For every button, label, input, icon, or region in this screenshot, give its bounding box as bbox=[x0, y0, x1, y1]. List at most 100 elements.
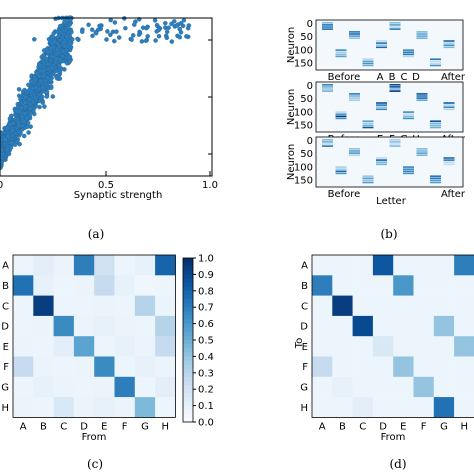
colorbar-step bbox=[183, 262, 193, 267]
heatmap-cell bbox=[454, 275, 474, 296]
scatter-point bbox=[40, 100, 45, 105]
scatter-point bbox=[7, 116, 13, 121]
raster-spike bbox=[322, 139, 333, 141]
raster-spike bbox=[416, 37, 428, 39]
heatmap-cell bbox=[372, 356, 394, 378]
heatmap-cell bbox=[393, 376, 414, 398]
raster-spike bbox=[430, 175, 441, 177]
scatter-point bbox=[0, 159, 3, 165]
scatter-point bbox=[156, 33, 162, 39]
scatter-point bbox=[105, 29, 110, 34]
heatmap-cell bbox=[352, 356, 374, 378]
scatter-point bbox=[164, 29, 170, 35]
scatter-point bbox=[79, 29, 85, 34]
raster-spike bbox=[389, 88, 401, 90]
scatter-point bbox=[37, 104, 42, 110]
scatter-point bbox=[70, 37, 75, 42]
heatmap-cell bbox=[13, 336, 34, 357]
heatmap-cell bbox=[94, 397, 115, 418]
colorbar-step bbox=[183, 397, 193, 402]
colorbar-step bbox=[183, 315, 193, 320]
scatter-point bbox=[153, 38, 158, 43]
colorbar-tick-label: 0.8 bbox=[198, 286, 214, 297]
scatter-xtick-label: 0.5 bbox=[98, 180, 114, 191]
raster-spike bbox=[403, 113, 414, 115]
caption-a: (a) bbox=[88, 227, 105, 241]
raster-spike bbox=[376, 106, 387, 108]
raster-spike bbox=[403, 172, 414, 175]
heatmap-ytick-label: G bbox=[1, 382, 9, 393]
raster-spike bbox=[416, 95, 428, 97]
scatter-point bbox=[48, 46, 54, 51]
scatter-point bbox=[28, 106, 33, 111]
heatmap-cell bbox=[332, 336, 353, 357]
scatter-point bbox=[44, 89, 50, 95]
raster-spike bbox=[335, 49, 347, 51]
raster-spike bbox=[349, 97, 360, 99]
heatmap-ytick-label: H bbox=[1, 403, 9, 414]
heatmap-cell bbox=[114, 356, 136, 378]
colorbar-step bbox=[183, 417, 193, 423]
raster-ytick-label: 150 bbox=[294, 120, 313, 131]
scatter-point bbox=[57, 29, 63, 35]
colorbar-step bbox=[183, 274, 193, 279]
raster-spike bbox=[376, 161, 387, 163]
raster-letter-label: B bbox=[389, 72, 396, 83]
panel-a: 0 0.5 1.0 Synaptic strength (a) bbox=[0, 15, 218, 241]
raster-spike bbox=[376, 46, 387, 49]
scatter-point bbox=[30, 99, 36, 105]
scatter-point bbox=[5, 147, 10, 153]
raster-ytick-label: 150 bbox=[294, 58, 313, 69]
raster-spike bbox=[335, 117, 347, 120]
scatter-point bbox=[174, 23, 179, 28]
heatmap-cell bbox=[13, 275, 34, 296]
raster-spike bbox=[322, 90, 333, 92]
colorbar-step bbox=[183, 389, 193, 394]
scatter-point bbox=[144, 25, 149, 31]
heatmap-cell bbox=[372, 397, 394, 418]
heatmap-cell bbox=[352, 315, 374, 337]
raster-ytick-label: 100 bbox=[294, 45, 313, 56]
raster-spike bbox=[349, 150, 360, 152]
raster-spike bbox=[362, 124, 374, 127]
raster-spike bbox=[443, 102, 455, 104]
colorbar-step bbox=[183, 356, 193, 361]
raster-frame bbox=[315, 136, 464, 188]
raster-spike bbox=[389, 84, 401, 86]
scatter-point bbox=[54, 51, 59, 57]
raster-spike bbox=[322, 28, 333, 30]
scatter-point bbox=[16, 87, 22, 92]
scatter-point bbox=[185, 25, 191, 31]
heatmap-cell bbox=[312, 275, 333, 296]
heatmap-cell bbox=[134, 315, 156, 337]
raster-spike bbox=[376, 108, 387, 111]
heatmap-xtick-label: D bbox=[80, 421, 88, 432]
heatmap-cell bbox=[413, 295, 435, 317]
heatmap-ytick-label: C bbox=[301, 301, 308, 312]
scatter-point bbox=[26, 130, 31, 135]
scatter-point bbox=[27, 97, 32, 102]
raster-spike bbox=[416, 35, 428, 37]
raster-spike bbox=[389, 28, 401, 30]
heatmap-xtick-label: B bbox=[339, 421, 346, 432]
heatmap-cell bbox=[33, 275, 54, 296]
heatmap-cell bbox=[73, 336, 95, 357]
raster-ylabel: Neuron bbox=[286, 144, 297, 180]
raster-spike bbox=[349, 93, 360, 95]
raster-spike bbox=[443, 104, 455, 106]
heatmap-cell bbox=[454, 295, 474, 317]
colorbar-step bbox=[183, 376, 193, 382]
scatter-point bbox=[56, 33, 61, 39]
heatmap-cell bbox=[114, 255, 136, 276]
scatter-points bbox=[0, 15, 192, 171]
heatmap-ytick-label: B bbox=[2, 281, 9, 292]
raster-ytick-label: 50 bbox=[300, 149, 313, 160]
heatmap-cell bbox=[13, 356, 34, 378]
heatmap-cell bbox=[155, 356, 176, 378]
colorbar-step bbox=[183, 323, 193, 329]
raster-spike bbox=[443, 46, 455, 49]
colorbar-step bbox=[183, 381, 193, 386]
raster-spike bbox=[362, 64, 374, 67]
heatmap-ytick-label: G bbox=[300, 382, 308, 393]
